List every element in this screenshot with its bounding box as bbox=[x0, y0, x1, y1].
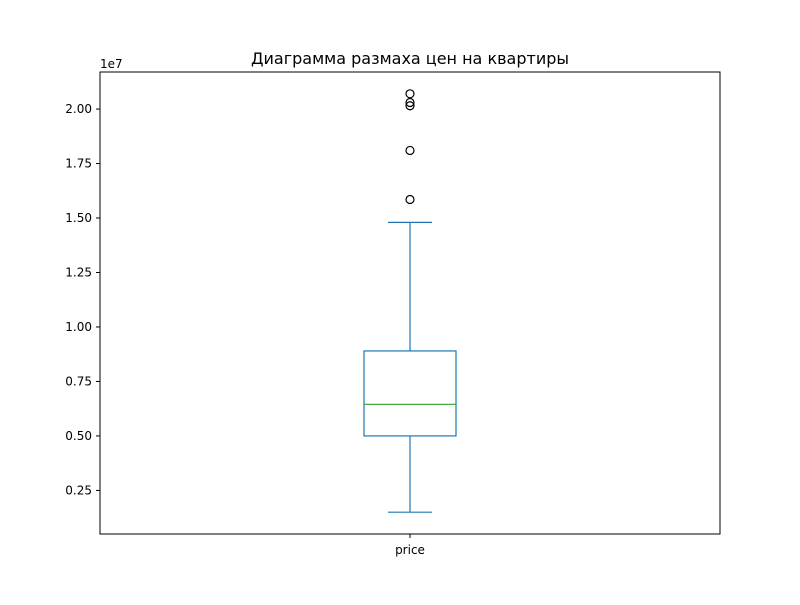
y-tick-label: 1.75 bbox=[65, 157, 92, 171]
y-axis-offset-label: 1e7 bbox=[100, 57, 123, 71]
chart-title: Диаграмма размаха цен на квартиры bbox=[251, 49, 569, 68]
outlier-point bbox=[406, 195, 414, 203]
y-tick-label: 0.75 bbox=[65, 374, 92, 388]
y-tick-label: 1.50 bbox=[65, 211, 92, 225]
y-tick-label: 0.50 bbox=[65, 429, 92, 443]
iqr-box bbox=[364, 351, 456, 436]
outlier-point bbox=[406, 146, 414, 154]
plot-area: 0.25 0.50 0.75 1.00 1.25 1.50 1.75 2.00 price bbox=[65, 72, 720, 557]
y-tick-label: 0.25 bbox=[65, 483, 92, 497]
y-tick-label: 1.25 bbox=[65, 265, 92, 279]
outlier-point bbox=[406, 90, 414, 98]
y-tick-label: 1.00 bbox=[65, 320, 92, 334]
y-tick-label: 2.00 bbox=[65, 102, 92, 116]
x-tick-label: price bbox=[395, 543, 425, 557]
